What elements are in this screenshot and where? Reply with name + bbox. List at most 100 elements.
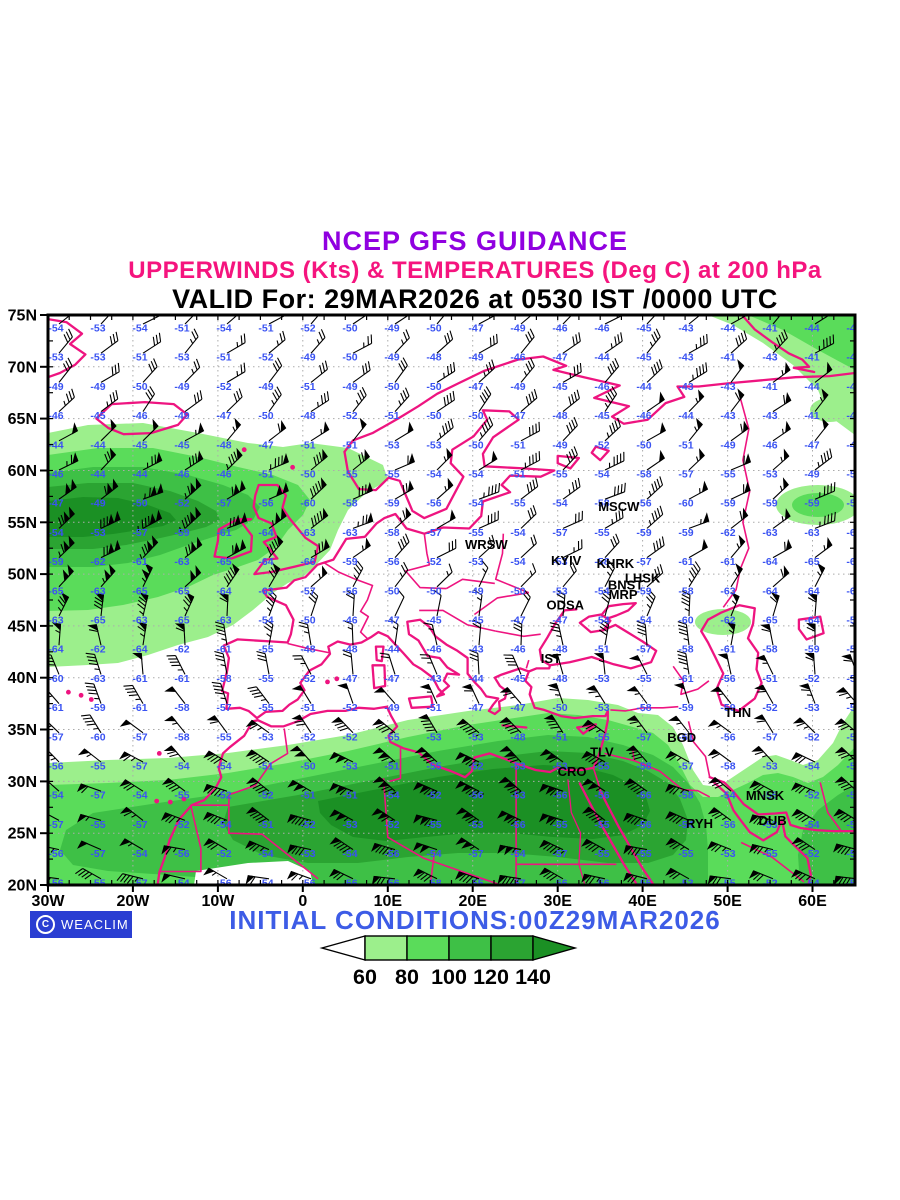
svg-text:-62: -62: [720, 615, 735, 627]
svg-text:-47: -47: [804, 439, 819, 451]
svg-text:-46: -46: [762, 439, 777, 451]
svg-text:-55: -55: [384, 731, 399, 743]
svg-text:-44: -44: [636, 381, 651, 393]
svg-text:-53: -53: [552, 585, 567, 597]
svg-text:-59: -59: [720, 498, 735, 510]
svg-text:-43: -43: [426, 673, 441, 685]
svg-text:50E: 50E: [713, 893, 742, 910]
svg-text:-52: -52: [594, 439, 609, 451]
svg-text:-41: -41: [804, 352, 819, 364]
svg-text:-63: -63: [174, 556, 189, 568]
svg-text:-52: -52: [216, 381, 231, 393]
svg-text:-54: -54: [426, 848, 441, 860]
svg-text:-56: -56: [720, 673, 735, 685]
svg-text:-56: -56: [636, 790, 651, 802]
svg-text:-57: -57: [132, 761, 147, 773]
svg-text:-57: -57: [552, 848, 567, 860]
svg-text:60E: 60E: [798, 893, 827, 910]
svg-text:-48: -48: [300, 644, 315, 656]
svg-text:-55: -55: [468, 527, 483, 539]
svg-text:-64: -64: [762, 556, 777, 568]
svg-text:THN: THN: [724, 705, 751, 720]
svg-text:75N: 75N: [8, 308, 37, 325]
svg-text:-53: -53: [510, 761, 525, 773]
svg-text:-64: -64: [846, 556, 861, 568]
svg-text:-41: -41: [762, 381, 777, 393]
svg-text:-56: -56: [48, 848, 63, 860]
svg-text:-55: -55: [636, 848, 651, 860]
svg-text:-57: -57: [48, 819, 63, 831]
svg-text:-65: -65: [90, 615, 105, 627]
svg-text:-51: -51: [426, 702, 441, 714]
svg-text:-63: -63: [258, 585, 273, 597]
svg-text:-55: -55: [258, 702, 273, 714]
svg-text:-55: -55: [552, 819, 567, 831]
svg-text:-52: -52: [804, 848, 819, 860]
svg-text:-56: -56: [552, 790, 567, 802]
svg-text:-43: -43: [678, 381, 693, 393]
svg-text:-52: -52: [174, 819, 189, 831]
svg-text:-53: -53: [762, 761, 777, 773]
svg-text:-49: -49: [384, 323, 399, 335]
svg-text:-53: -53: [258, 731, 273, 743]
svg-text:-48: -48: [342, 644, 357, 656]
svg-text:-52: -52: [300, 819, 315, 831]
svg-text:-63: -63: [132, 615, 147, 627]
svg-text:-58: -58: [636, 469, 651, 481]
svg-text:-53: -53: [342, 761, 357, 773]
svg-text:-56: -56: [636, 819, 651, 831]
svg-text:-51: -51: [216, 352, 231, 364]
svg-text:-45: -45: [90, 410, 105, 422]
svg-text:-53: -53: [90, 527, 105, 539]
svg-text:-54: -54: [594, 615, 609, 627]
svg-text:-46: -46: [132, 410, 147, 422]
svg-text:-54: -54: [342, 848, 357, 860]
svg-text:-53: -53: [846, 848, 861, 860]
svg-text:-55: -55: [594, 761, 609, 773]
svg-text:-52: -52: [804, 790, 819, 802]
svg-text:-64: -64: [846, 585, 861, 597]
svg-text:50N: 50N: [8, 567, 37, 584]
svg-text:55N: 55N: [8, 515, 37, 532]
svg-text:-49: -49: [48, 381, 63, 393]
svg-text:-51: -51: [300, 381, 315, 393]
svg-text:-57: -57: [90, 848, 105, 860]
svg-text:-58: -58: [426, 877, 441, 889]
svg-text:-59: -59: [636, 527, 651, 539]
svg-text:-53: -53: [594, 673, 609, 685]
svg-text:-44: -44: [846, 352, 861, 364]
svg-text:30E: 30E: [543, 893, 572, 910]
svg-text:60: 60: [353, 965, 377, 989]
svg-text:-49: -49: [384, 352, 399, 364]
svg-text:-54: -54: [174, 761, 189, 773]
svg-text:-52: -52: [804, 673, 819, 685]
svg-text:-52: -52: [342, 731, 357, 743]
svg-text:-55: -55: [426, 819, 441, 831]
svg-text:MRP: MRP: [609, 587, 638, 602]
svg-text:-45: -45: [426, 615, 441, 627]
svg-text:-57: -57: [48, 731, 63, 743]
lon-axis-labels: 30W 20W 10W 0 10E 20E 30E 40E 50E 60E: [32, 893, 828, 910]
svg-text:-50: -50: [384, 381, 399, 393]
svg-text:-57: -57: [636, 731, 651, 743]
svg-text:-48: -48: [300, 410, 315, 422]
svg-text:MSCW: MSCW: [598, 499, 640, 514]
svg-text:IST: IST: [541, 651, 561, 666]
svg-text:-51: -51: [300, 790, 315, 802]
svg-text:-54: -54: [720, 790, 735, 802]
svg-text:-47: -47: [552, 615, 567, 627]
svg-text:-59: -59: [48, 556, 63, 568]
svg-text:-65: -65: [48, 585, 63, 597]
svg-text:-57: -57: [552, 527, 567, 539]
svg-text:-63: -63: [48, 615, 63, 627]
svg-text:-54: -54: [174, 877, 189, 889]
svg-text:-53: -53: [804, 702, 819, 714]
svg-text:-44: -44: [846, 439, 861, 451]
svg-text:-51: -51: [510, 439, 525, 451]
svg-text:-59: -59: [174, 527, 189, 539]
svg-text:-54: -54: [804, 761, 819, 773]
svg-text:-53: -53: [510, 790, 525, 802]
svg-text:-46: -46: [510, 352, 525, 364]
svg-text:-54: -54: [258, 877, 273, 889]
